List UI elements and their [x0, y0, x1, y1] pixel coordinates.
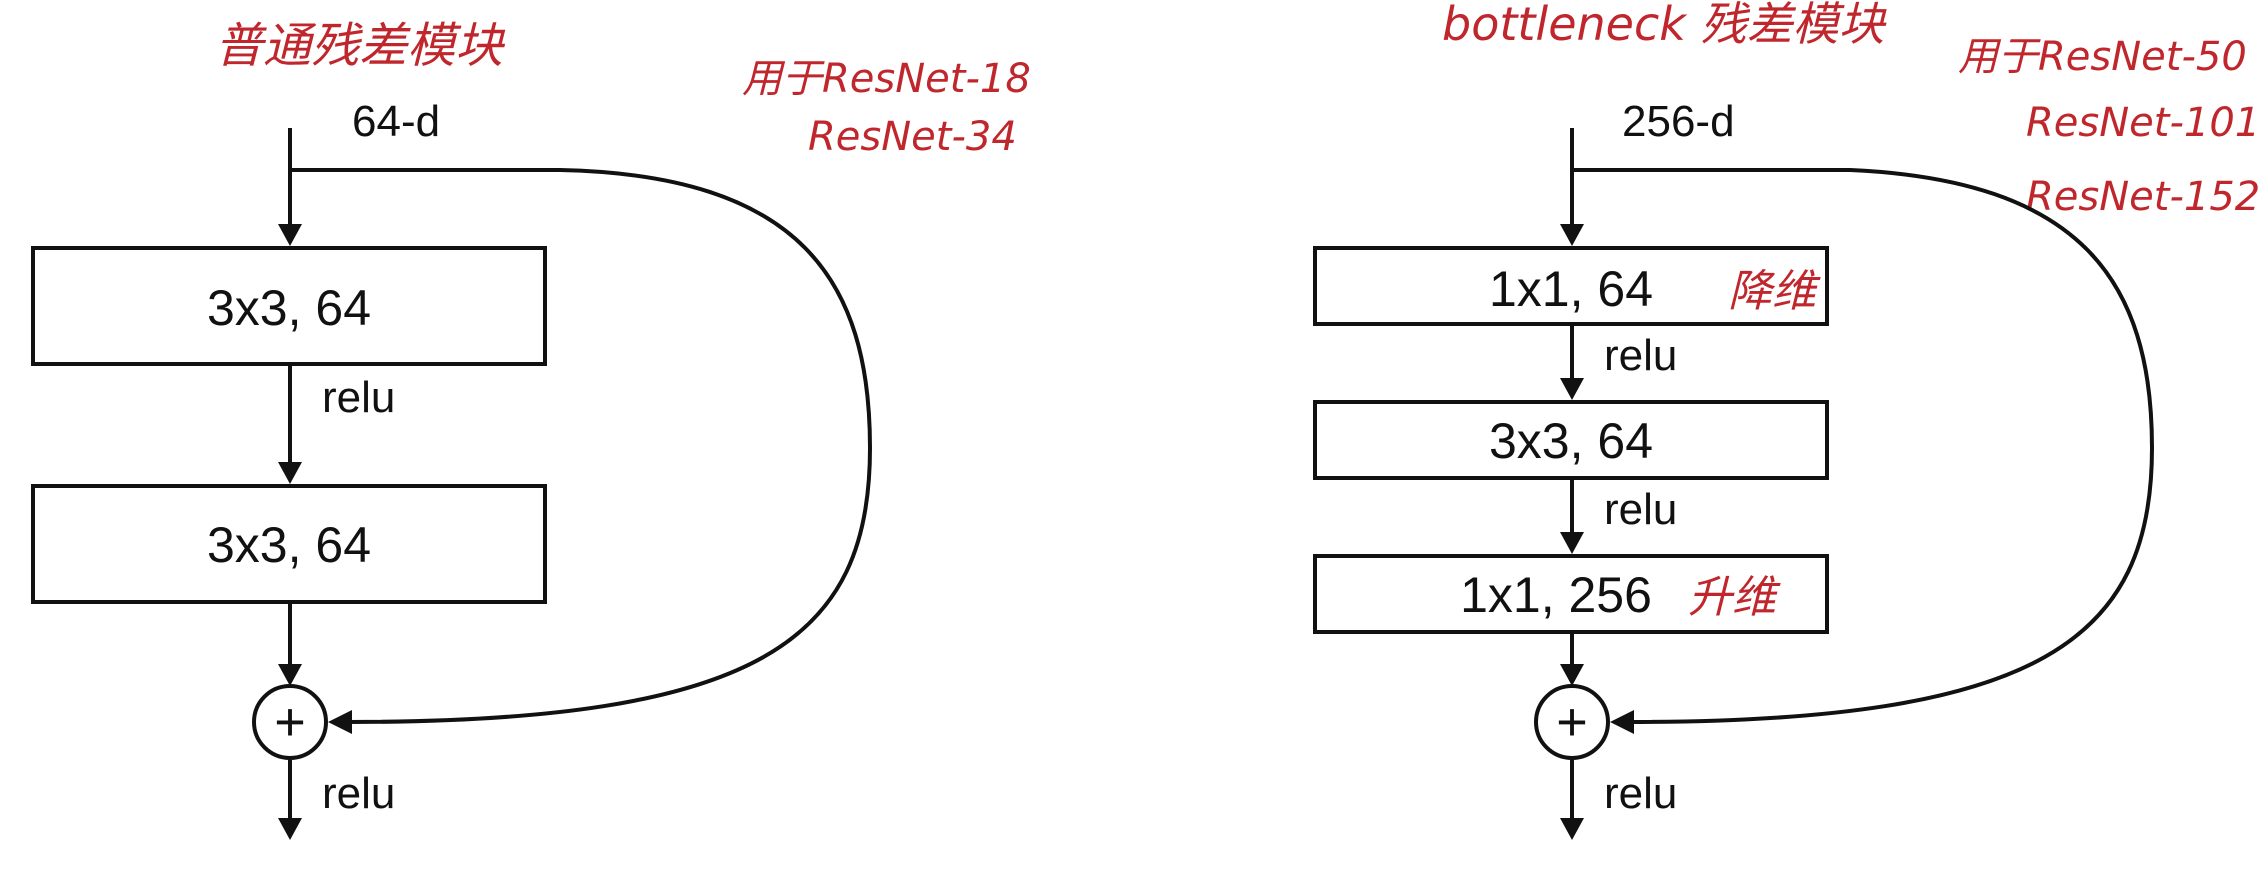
plain-shortcut-path [290, 168, 873, 724]
plain-note-line-1: 用于ResNet-18 [742, 56, 1031, 102]
bottleneck-title: bottleneck 残差模块 [1442, 0, 1888, 51]
bottleneck-input-label: 256-d [1622, 97, 1735, 146]
plain-input-label: 64-d [352, 97, 440, 146]
bottleneck-relu-out: relu [1604, 769, 1677, 818]
bottleneck-note-line-2: ResNet-101 [2026, 100, 2259, 146]
plain-layer-1-label: 3x3, 64 [207, 280, 371, 336]
plain-add-symbol: + [274, 692, 306, 752]
plain-layer-2-label: 3x3, 64 [207, 517, 371, 573]
bottleneck-shortcut-path [1572, 168, 2155, 724]
bottleneck-sum-arrowhead [1560, 664, 1584, 686]
bottleneck-add-symbol: + [1556, 692, 1588, 752]
bottleneck-relu-2: relu [1604, 485, 1677, 534]
bottleneck-shortcut-arrowhead [1610, 710, 1634, 734]
plain-mid-arrowhead [278, 462, 302, 484]
bottleneck-note-line-3: ResNet-152 [2026, 174, 2259, 220]
bottleneck-output-arrowhead [1560, 818, 1584, 840]
bottleneck-expand-note: 升维 [1688, 572, 1781, 623]
bottleneck-layer-3-box [1313, 554, 1829, 634]
bottleneck-input-arrowhead [1560, 224, 1584, 246]
plain-input-arrowhead [278, 224, 302, 246]
plain-note-line-2: ResNet-34 [808, 114, 1017, 160]
bottleneck-block: bottleneck 残差模块 用于ResNet-50 ResNet-101 R… [1313, 0, 2259, 840]
bottleneck-reduce-note: 降维 [1728, 266, 1821, 317]
bottleneck-arrowhead-2 [1560, 532, 1584, 554]
plain-title: 普通残差模块 [215, 18, 506, 74]
bottleneck-layer-3-label: 1x1, 256 [1460, 567, 1652, 623]
plain-block: 普通残差模块 用于ResNet-18 ResNet-34 64-d 3x3, 6… [31, 18, 1031, 840]
plain-shortcut-arrowhead [328, 710, 352, 734]
bottleneck-layer-1-label: 1x1, 64 [1489, 261, 1653, 317]
bottleneck-layer-2-label: 3x3, 64 [1489, 413, 1653, 469]
bottleneck-layer-2-box [1313, 400, 1829, 480]
plain-relu-mid: relu [322, 373, 395, 422]
bottleneck-note-line-1: 用于ResNet-50 [1958, 34, 2247, 80]
bottleneck-relu-1: relu [1604, 331, 1677, 380]
plain-output-arrowhead [278, 818, 302, 840]
plain-sum-arrowhead [278, 664, 302, 686]
bottleneck-arrowhead-1 [1560, 378, 1584, 400]
plain-layer-2-box [31, 484, 547, 604]
plain-relu-out: relu [322, 769, 395, 818]
